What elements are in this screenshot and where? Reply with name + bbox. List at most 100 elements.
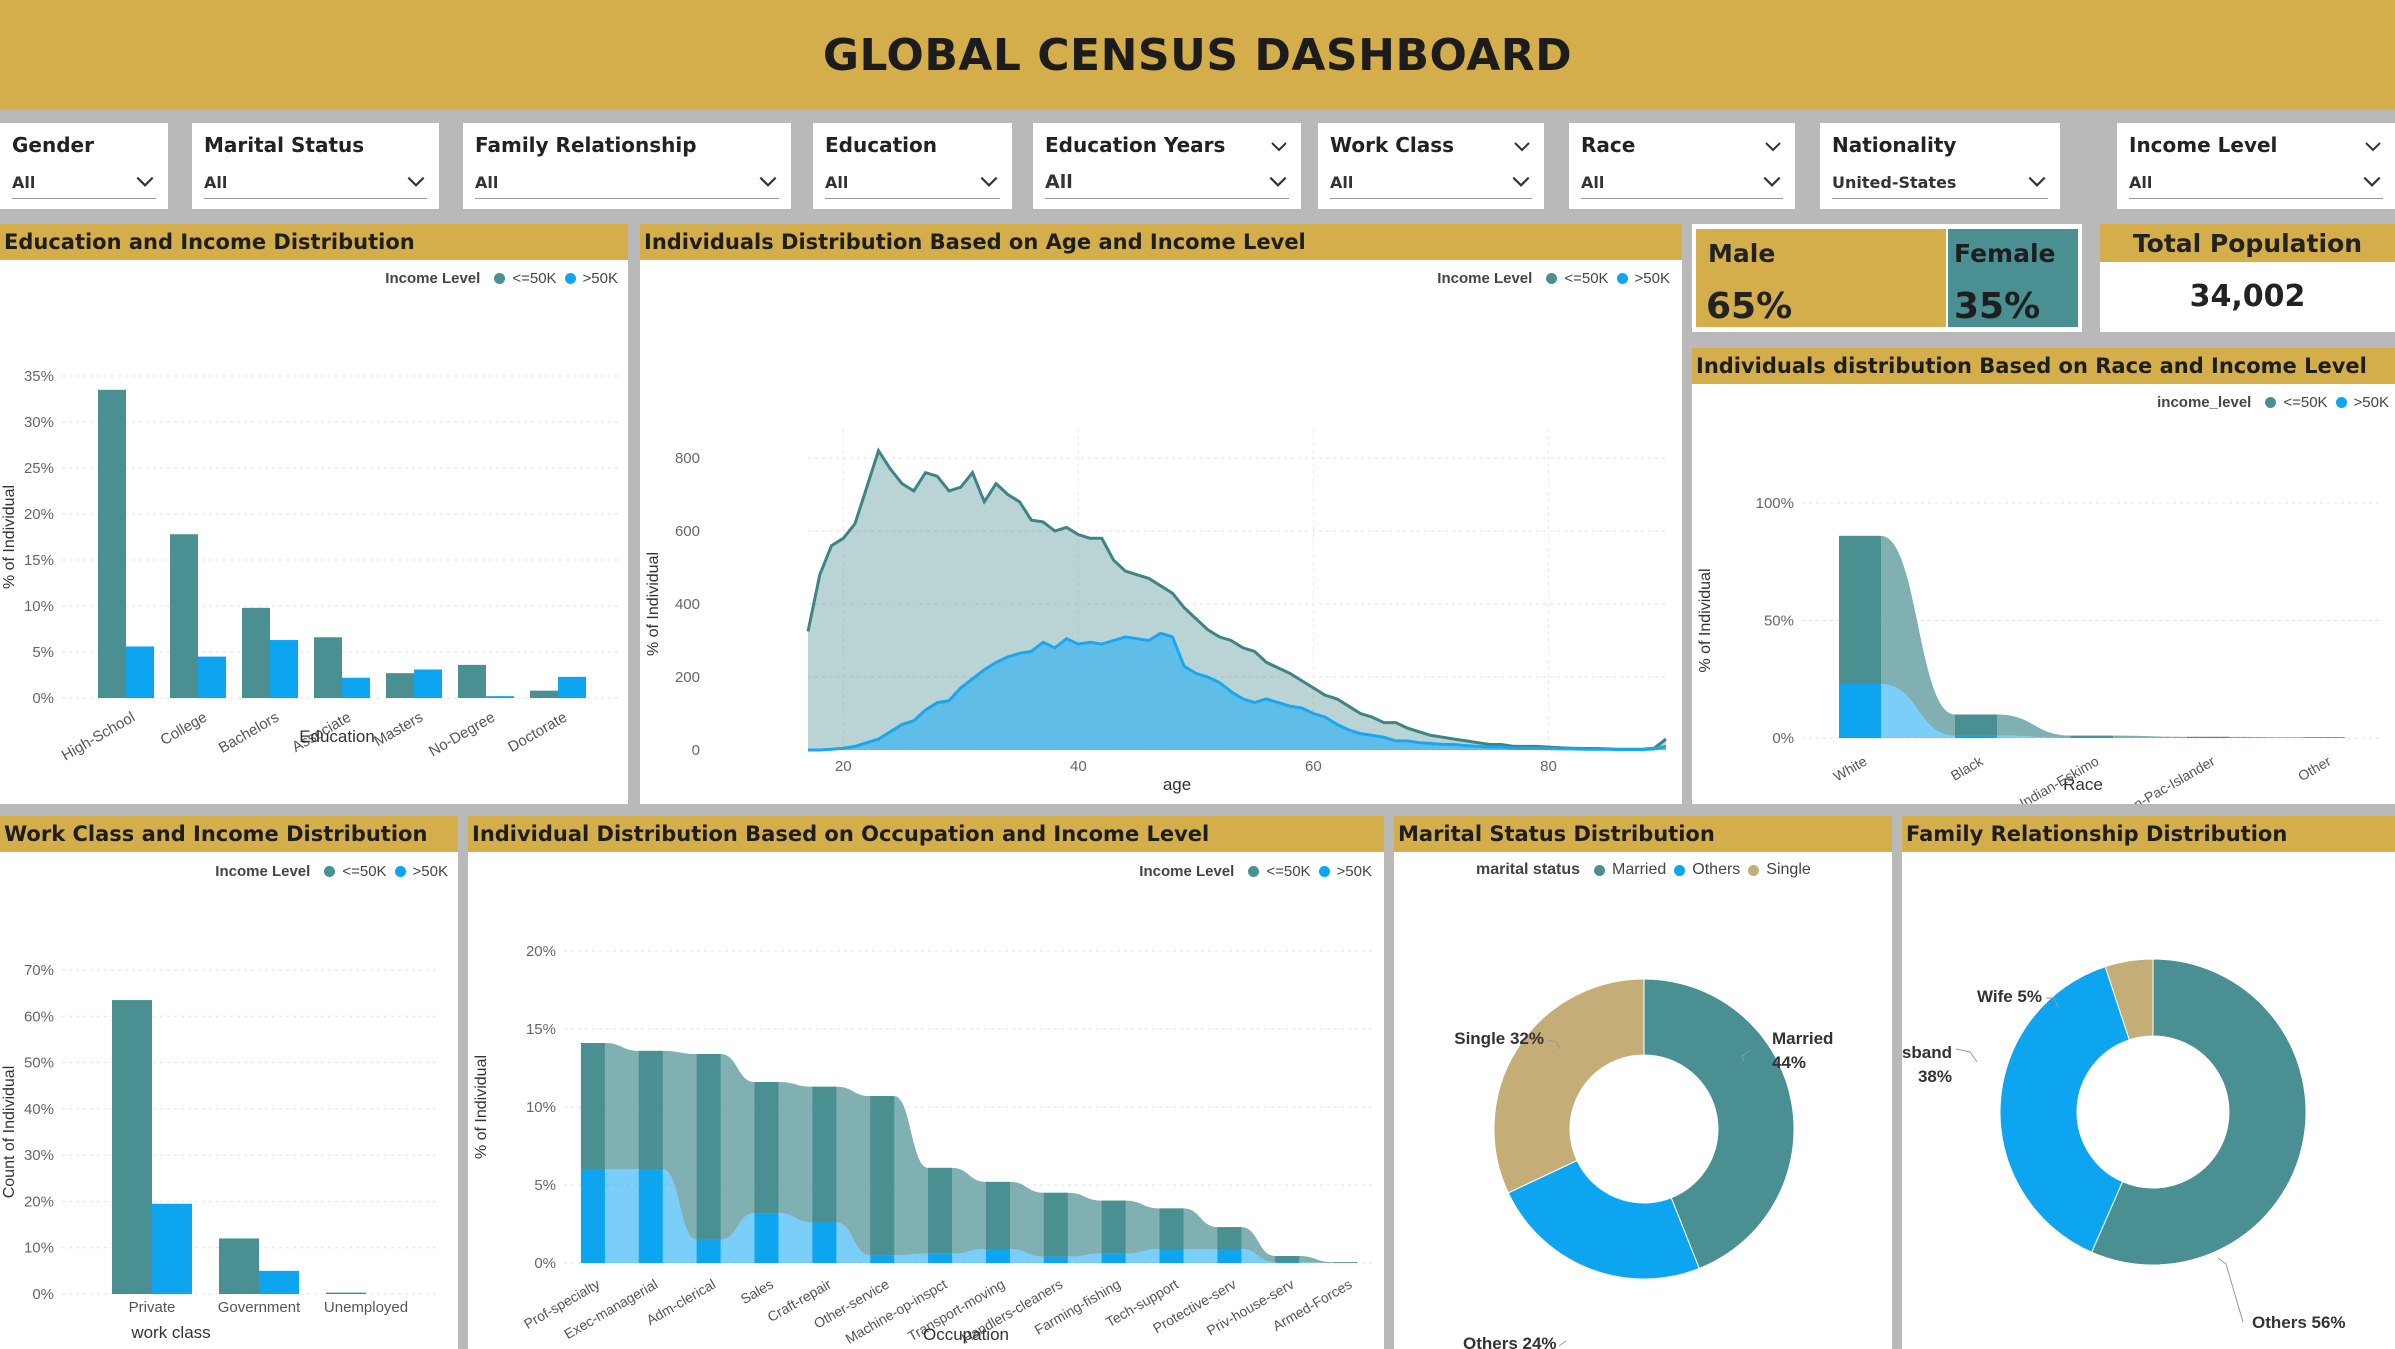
marital-status-donut: Married 44% Others 24% Single 32% [1454, 978, 1833, 1349]
chevron-down-icon[interactable] [1269, 137, 1289, 157]
chart-legend[interactable]: Income Level <=50K >50K [1139, 863, 1372, 880]
x-tick-label: Doctorate [505, 709, 570, 756]
slicer-gender[interactable]: Gender All [0, 123, 168, 209]
male-kpi[interactable]: Male 65% [1696, 229, 1946, 327]
bar-high [928, 1253, 953, 1263]
panel-age-income: Individuals Distribution Based on Age an… [640, 224, 1682, 804]
panel-title: Individuals Distribution Based on Age an… [644, 230, 1306, 254]
x-tick-label: Bachelors [216, 709, 282, 757]
chevron-down-icon[interactable] [757, 171, 779, 193]
slicer-dropdown[interactable]: All [825, 166, 1000, 199]
bar-low [696, 1053, 721, 1240]
x-axis-title: Race [2063, 775, 2103, 794]
panel-title-bar: Marital Status Distribution [1394, 816, 1892, 852]
y-tick-label: 10% [24, 598, 54, 615]
slicer-dropdown[interactable]: All [1581, 166, 1783, 199]
slicer-value: All [1330, 172, 1354, 192]
total-population-value: 34,002 [2189, 279, 2306, 314]
legend-label-high: >50K [2353, 394, 2389, 411]
x-tick-label: College [157, 709, 210, 749]
chevron-down-icon[interactable] [2361, 171, 2383, 193]
chevron-down-icon[interactable] [1763, 137, 1783, 157]
slicer-dropdown[interactable]: All [1045, 166, 1289, 199]
chevron-down-icon[interactable] [134, 171, 156, 193]
donut-label: Wife 5% [1977, 987, 2042, 1006]
chevron-down-icon[interactable] [1267, 171, 1289, 193]
x-tick-label: Government [218, 1299, 301, 1316]
bar-low [754, 1082, 779, 1214]
y-axis-title: Count of Individual [1, 1066, 18, 1199]
y-tick-label: 100% [1756, 495, 1794, 512]
age-income-chart: 0 200 400 600 800 20 40 60 80 age % of Individual [645, 428, 1667, 794]
bar [458, 664, 486, 698]
x-tick-label: High-School [59, 709, 138, 765]
chevron-down-icon[interactable] [1512, 137, 1532, 157]
female-kpi[interactable]: Female 35% [1948, 229, 2078, 327]
x-tick-label: 20 [835, 758, 852, 775]
panel-title-bar: Family Relationship Distribution [1902, 816, 2395, 852]
y-axis-title: % of Individual [473, 1055, 490, 1159]
chevron-down-icon[interactable] [1761, 171, 1783, 193]
leader-line [1955, 1048, 1978, 1063]
slicer-dropdown[interactable]: All [475, 166, 779, 199]
y-tick-label: 40% [24, 1101, 54, 1118]
slicer-nationality[interactable]: Nationality United-States [1820, 123, 2060, 209]
chart-legend[interactable]: income_level <=50K >50K [2157, 394, 2389, 411]
legend-title: income_level [2157, 394, 2252, 411]
bar [270, 640, 298, 698]
y-tick-label: 60% [24, 1008, 54, 1025]
slicer-label: Income Level [2129, 133, 2278, 157]
chevron-down-icon[interactable] [2363, 137, 2383, 157]
slicer-education[interactable]: Education All [813, 123, 1012, 209]
legend-label-high: >50K [412, 863, 448, 880]
slicer-value: All [204, 172, 228, 192]
slicer-dropdown[interactable]: All [2129, 166, 2383, 199]
slicer-dropdown[interactable]: All [12, 166, 156, 199]
legend-swatch-low [1546, 273, 1558, 284]
panel-title-bar: Individuals Distribution Based on Age an… [640, 224, 1682, 260]
bar-low [985, 1181, 1010, 1249]
bar-high [696, 1239, 721, 1263]
y-tick-label: 20% [526, 943, 556, 960]
y-tick-label: 15% [24, 552, 54, 569]
slicer-label: Family Relationship [475, 133, 697, 157]
slicer-education-years[interactable]: Education Years All [1033, 123, 1301, 209]
panel-education-income: Education and Income Distribution Income… [0, 224, 628, 804]
slicer-value: All [475, 172, 499, 192]
bar [112, 1000, 152, 1294]
bar-low [1955, 714, 1997, 736]
chevron-down-icon[interactable] [2026, 171, 2048, 193]
chart-legend[interactable]: Income Level <=50K >50K [1437, 270, 1670, 287]
chart-legend[interactable]: Income Level <=50K >50K [215, 863, 448, 880]
bar-low [580, 1043, 605, 1170]
chevron-down-icon[interactable] [978, 171, 1000, 193]
slicer-work-class[interactable]: Work Class All [1318, 123, 1544, 209]
x-tick-label: White [1830, 753, 1869, 785]
slicer-value: All [2129, 172, 2153, 192]
slicer-value: United-States [1832, 172, 1957, 192]
legend-swatch-high [1318, 866, 1330, 877]
slicer-dropdown[interactable]: All [1330, 166, 1532, 199]
workclass-income-chart: 0% 10% 20% 30% 40% 50% 60% 70% Private Government… [1, 962, 440, 1342]
bar-low [2303, 737, 2345, 738]
chart-legend[interactable]: marital status Married Others Single [1476, 861, 1811, 879]
slicer-family-relationship[interactable]: Family Relationship All [463, 123, 791, 209]
slicer-dropdown[interactable]: All [204, 166, 427, 199]
chevron-down-icon[interactable] [405, 171, 427, 193]
female-value: 35% [1954, 286, 2041, 327]
slicer-dropdown[interactable]: United-States [1832, 166, 2048, 199]
x-axis-title: Education [299, 727, 375, 746]
slicer-value: All [12, 172, 36, 192]
donut-slice [1999, 966, 2130, 1253]
legend-title: Income Level [215, 863, 311, 880]
slicer-marital-status[interactable]: Marital Status All [192, 123, 439, 209]
slicer-race[interactable]: Race All [1569, 123, 1795, 209]
legend-label-high: >50K [1634, 270, 1670, 287]
legend-label-high: >50K [582, 270, 618, 287]
leader-line [1558, 1340, 1567, 1347]
slicer-value: All [1045, 171, 1073, 193]
slicer-income-level[interactable]: Income Level All [2117, 123, 2395, 209]
chevron-down-icon[interactable] [1510, 171, 1532, 193]
chart-legend[interactable]: Income Level <=50K >50K [385, 270, 618, 287]
